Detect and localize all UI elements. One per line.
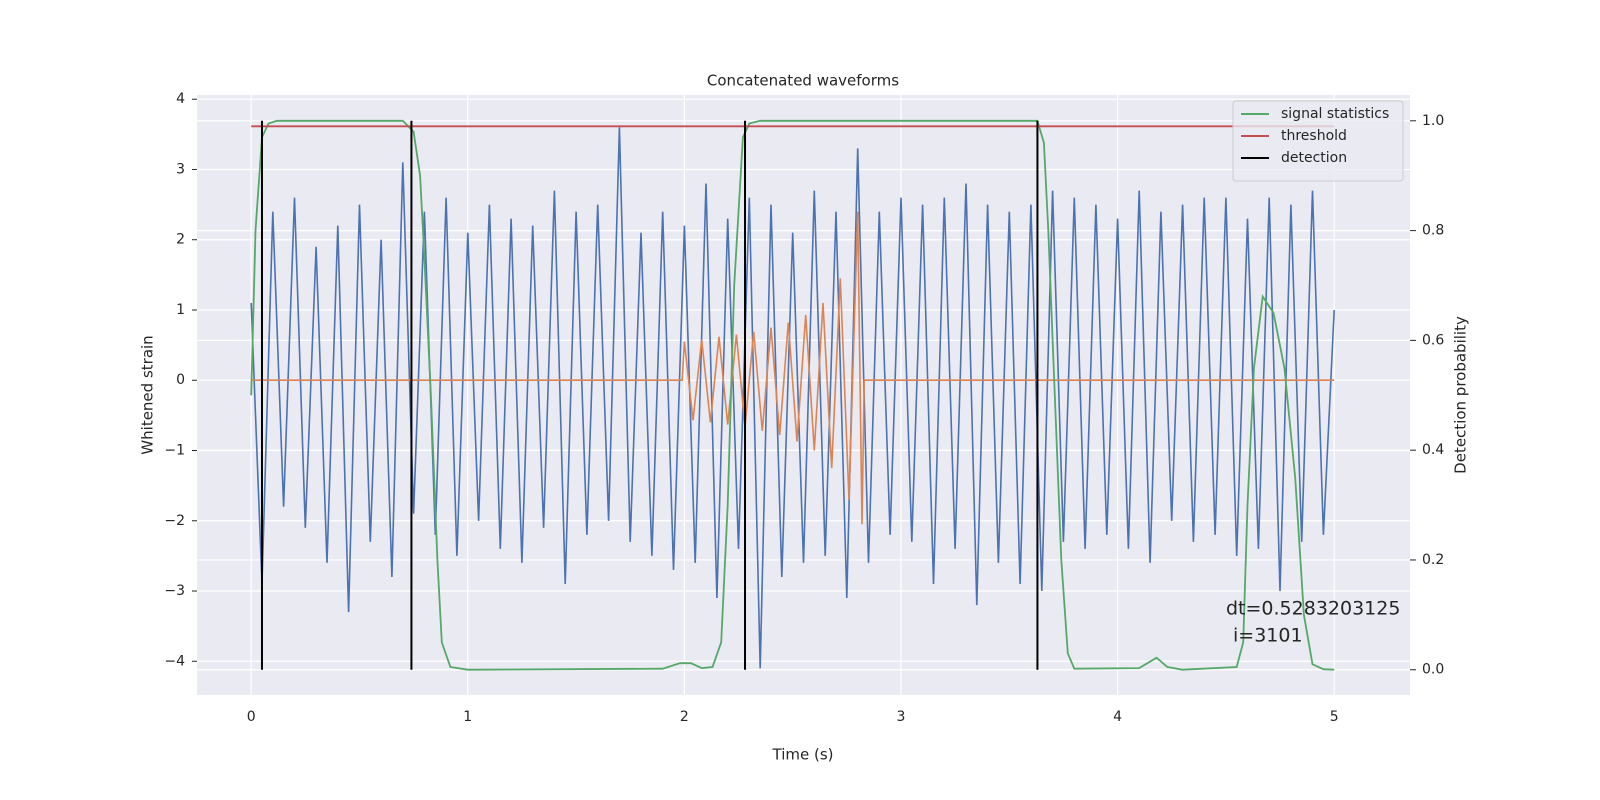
y-tick-label: 1 bbox=[176, 302, 185, 318]
chart-title: Concatenated waveforms bbox=[707, 72, 899, 90]
series-line bbox=[250, 119, 1335, 671]
legend-label: threshold bbox=[1281, 128, 1347, 144]
y2-tick-label: 1.0 bbox=[1422, 113, 1444, 129]
y2-tick-label: 0.2 bbox=[1422, 552, 1444, 568]
y-tick-label: 0 bbox=[176, 372, 185, 388]
y2-tick-label: 0.0 bbox=[1422, 662, 1444, 678]
annotation: dt=0.5283203125 bbox=[1226, 598, 1400, 620]
y-tick-label: −3 bbox=[164, 583, 185, 599]
x-tick-label: 2 bbox=[680, 709, 689, 725]
x-tick-label: 1 bbox=[463, 709, 472, 725]
y-tick-label: −2 bbox=[164, 513, 185, 529]
legend-label: detection bbox=[1281, 150, 1347, 166]
y2-tick-label: 0.6 bbox=[1422, 332, 1444, 348]
series-line bbox=[251, 211, 1335, 525]
legend-box bbox=[1232, 100, 1404, 182]
y-tick-label: −1 bbox=[164, 443, 185, 459]
y-tick-label: 3 bbox=[176, 161, 185, 177]
y-tick-label: 2 bbox=[176, 232, 185, 248]
plot-area bbox=[197, 95, 1410, 695]
x-tick-label: 5 bbox=[1330, 709, 1339, 725]
y2-tick-label: 0.8 bbox=[1422, 223, 1444, 239]
y2-axis-label: Detection probability bbox=[1452, 316, 1470, 474]
y-axis-label: Whitened strain bbox=[139, 335, 157, 454]
legend-label: signal statistics bbox=[1281, 106, 1389, 122]
y-tick-label: −4 bbox=[164, 653, 185, 669]
x-axis-label: Time (s) bbox=[772, 746, 834, 764]
x-tick-label: 3 bbox=[897, 709, 906, 725]
x-tick-label: 0 bbox=[247, 709, 256, 725]
x-tick-label: 4 bbox=[1113, 709, 1122, 725]
annotation: i=3101 bbox=[1233, 625, 1303, 647]
y2-tick-label: 0.4 bbox=[1422, 442, 1444, 458]
y-tick-label: 4 bbox=[176, 91, 185, 107]
